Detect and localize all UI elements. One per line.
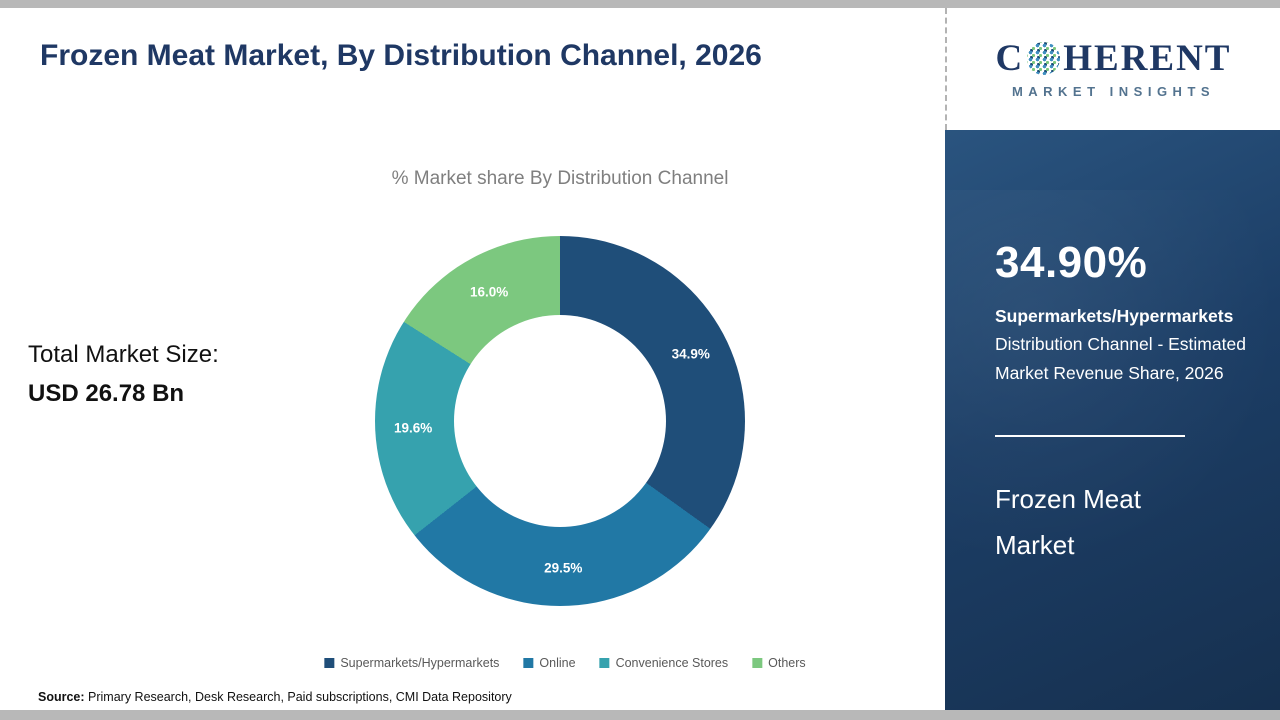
- brand-logo: C HERENT: [996, 40, 1232, 77]
- legend-label: Others: [768, 656, 806, 670]
- panel-title: Frozen Meat Market: [995, 484, 1141, 560]
- legend-swatch: [324, 658, 335, 668]
- legend-item: Supermarkets/Hypermarkets: [324, 656, 499, 670]
- source-text: Primary Research, Desk Research, Paid su…: [84, 690, 512, 704]
- donut-hole: [454, 315, 666, 527]
- legend-item: Convenience Stores: [599, 656, 729, 670]
- legend-swatch: [599, 658, 610, 668]
- stat-value: 34.90%: [995, 238, 1148, 287]
- legend-item: Others: [752, 656, 806, 670]
- source-note: Source: Primary Research, Desk Research,…: [38, 690, 512, 704]
- legend-label: Online: [539, 656, 576, 670]
- stat-description-bold: Supermarkets/Hypermarkets: [995, 306, 1234, 326]
- donut-chart: 34.9% 29.5% 19.6% 16.0%: [375, 236, 745, 606]
- legend-swatch: [523, 658, 534, 668]
- legend-label: Supermarkets/Hypermarkets: [340, 656, 500, 670]
- brand-tagline: MARKET INSIGHTS: [1011, 83, 1216, 99]
- brand-logo-area: C HERENT MARKET INSIGHTS: [945, 8, 1280, 130]
- highlight-panel: 34.90% Supermarkets/Hypermarkets Distrib…: [945, 130, 1280, 710]
- chart-subtitle: % Market share By Distribution Channel: [391, 168, 729, 189]
- legend-item: Online: [523, 656, 576, 670]
- donut-slice-label: 19.6%: [394, 420, 433, 436]
- bottom-border-strip: [0, 710, 1280, 720]
- total-market-size: Total Market Size: USD 26.78 Bn: [28, 336, 219, 414]
- chart-legend: Supermarkets/Hypermarkets Online Convenien…: [324, 656, 806, 670]
- main-chart-area: Frozen Meat Market, By Distribution Chan…: [0, 8, 945, 710]
- panel-divider: [995, 435, 1185, 438]
- donut-slice-label: 29.5%: [544, 560, 583, 576]
- brand-letter-c: C: [995, 37, 1025, 79]
- total-market-size-label: Total Market Size:: [28, 341, 219, 368]
- stat-description: Supermarkets/Hypermarkets Distribution C…: [995, 302, 1247, 387]
- stat-description-rest: Distribution Channel - Estimated Market …: [995, 334, 1246, 383]
- brand-letters-rest: HERENT: [1063, 37, 1232, 79]
- legend-swatch: [752, 658, 763, 668]
- top-border-strip: [0, 0, 1280, 8]
- page-title: Frozen Meat Market, By Distribution Chan…: [40, 39, 762, 72]
- dotted-globe-icon: [1027, 41, 1061, 75]
- total-market-size-value: USD 26.78 Bn: [28, 379, 185, 407]
- donut-slice-label: 16.0%: [470, 284, 509, 300]
- source-label: Source:: [38, 690, 85, 704]
- legend-label: Convenience Stores: [615, 656, 729, 670]
- side-panel: C HERENT MARKET INSIGHTS 34.90% Supermar…: [945, 8, 1280, 710]
- donut-slice-label: 34.9%: [671, 346, 710, 362]
